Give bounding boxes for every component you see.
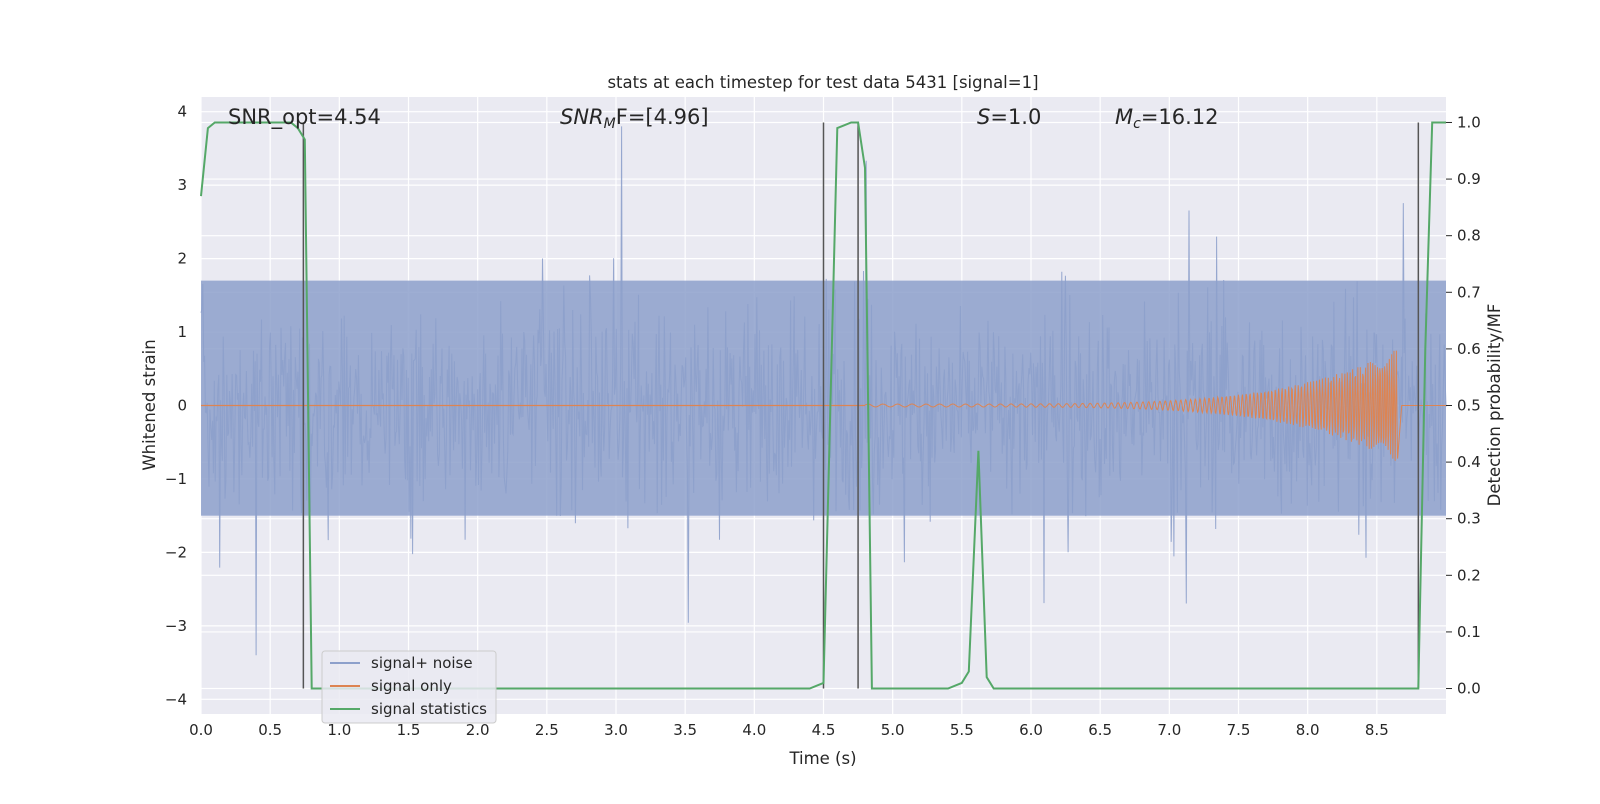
annotation-mc: Mc=16.12: [1115, 105, 1219, 132]
y-tick-label: −2: [165, 543, 187, 561]
y2-tick-label: 0.6: [1457, 340, 1481, 358]
x-tick-label: 7.0: [1157, 721, 1181, 739]
vertical-markers: [302, 122, 1420, 689]
y-tick-label: −3: [165, 617, 187, 635]
signal-chirp: [864, 350, 1446, 461]
y2-tick-labels: 1.0 0.9 0.8 0.7 0.6 0.5 0.4 0.3 0.2 0.1 0.0: [1446, 113, 1481, 698]
stats-line: [200, 121, 1446, 690]
legend: signal+ noise signal only signal statist…: [321, 650, 497, 724]
y-tick-label: −1: [165, 470, 187, 488]
legend-box: [321, 650, 497, 724]
y-tick-label: 3: [177, 176, 187, 194]
chart-title: stats at each timestep for test data 543…: [607, 73, 1038, 92]
x-tick-label: 8.0: [1296, 721, 1320, 739]
y-tick-labels: 4 3 2 1 0 −1 −2 −3 −4: [165, 103, 187, 709]
y2-tick-label: 0.8: [1457, 227, 1481, 245]
legend-label-signal-statistics: signal statistics: [371, 700, 487, 718]
x-axis-label: Time (s): [788, 749, 856, 768]
x-tick-label: 1.0: [327, 721, 351, 739]
x-tick-label: 2.0: [466, 721, 490, 739]
x-tick-label: 3.0: [604, 721, 628, 739]
y-axis-label: Whitened strain: [140, 339, 159, 470]
legend-label-signal-only: signal only: [371, 677, 452, 695]
y2-tick-label: 0.9: [1457, 170, 1481, 188]
y-tick-label: 1: [177, 323, 187, 341]
legend-label-signal-plus-noise: signal+ noise: [371, 654, 473, 672]
x-tick-label: 0.0: [189, 721, 213, 739]
x-tick-labels: 0.0 0.5 1.0 1.5 2.0 2.5 3.0 3.5 4.0 4.5 5.0 5.5 6.0 6…: [189, 721, 1389, 739]
y2-tick-label: 0.5: [1457, 397, 1481, 415]
x-tick-label: 4.5: [812, 721, 836, 739]
y-tick-label: −4: [165, 690, 187, 708]
annotation-mc-italic: M: [1115, 105, 1133, 129]
annotation-snr-mf-sub: M: [604, 116, 616, 132]
series-signal-only: [201, 350, 1446, 461]
x-tick-label: 4.0: [742, 721, 766, 739]
annotation-mc-sub: c: [1133, 116, 1141, 132]
annotation-snr-opt: SNR_opt=4.54: [228, 105, 381, 130]
annotation-s: S=1.0: [977, 105, 1041, 129]
x-tick-label: 5.0: [881, 721, 905, 739]
y-tick-label: 4: [177, 103, 187, 121]
y2-tick-label: 0.7: [1457, 283, 1481, 301]
y2-tick-label: 0.0: [1457, 680, 1481, 698]
annotation-snr-mf-suffix: F=[4.96]: [616, 105, 709, 129]
y2-tick-label: 1.0: [1457, 113, 1481, 131]
y2-tick-label: 0.2: [1457, 566, 1481, 584]
y-tick-label: 2: [177, 250, 187, 268]
x-tick-label: 3.5: [673, 721, 697, 739]
y2-tick-label: 0.3: [1457, 510, 1481, 528]
x-tick-label: 8.5: [1365, 721, 1389, 739]
y2-tick-label: 0.1: [1457, 623, 1481, 641]
annotation-snr-mf-prefix: SNR: [560, 105, 604, 129]
annotation-s-italic: S: [977, 105, 990, 129]
annotation-mc-value: =16.12: [1141, 105, 1219, 129]
y2-tick-label: 0.4: [1457, 453, 1481, 471]
y2-axis-label: Detection probability/MF: [1485, 304, 1504, 507]
annotation-s-value: =1.0: [990, 105, 1041, 129]
x-tick-label: 6.0: [1019, 721, 1043, 739]
series-signal-statistics: [200, 121, 1446, 690]
x-tick-label: 2.5: [535, 721, 559, 739]
x-tick-label: 0.5: [258, 721, 282, 739]
x-tick-label: 6.5: [1088, 721, 1112, 739]
x-tick-label: 5.5: [950, 721, 974, 739]
annotation-snr-mf: SNRMF=[4.96]: [560, 105, 709, 132]
x-tick-label: 7.5: [1227, 721, 1251, 739]
x-tick-label: 1.5: [397, 721, 421, 739]
y-tick-label: 0: [177, 397, 187, 415]
